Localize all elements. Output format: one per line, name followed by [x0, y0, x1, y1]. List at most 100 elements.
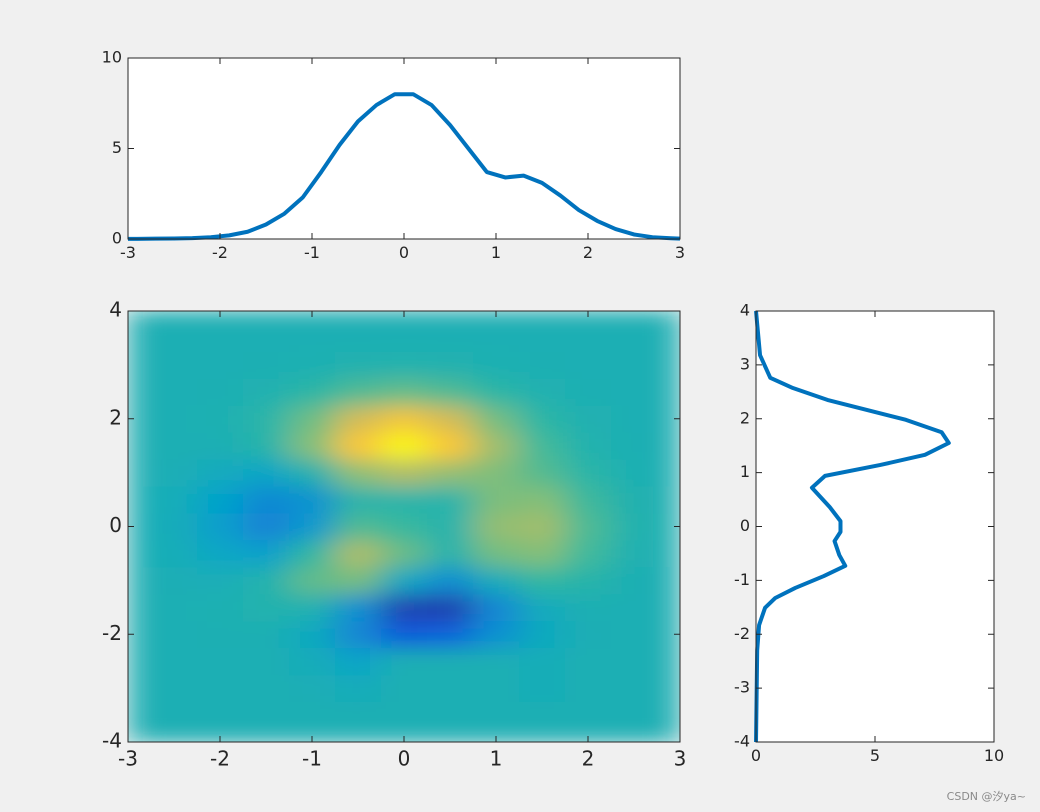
y-tick-label: 4 [740, 301, 750, 320]
heatmap-cell [289, 405, 336, 433]
heatmap-cell [335, 566, 382, 595]
heatmap-cell [335, 701, 382, 730]
heatmap-cell [243, 593, 290, 622]
heatmap-cell [151, 728, 198, 742]
x-tick-label: -2 [210, 747, 230, 771]
heatmap-cell [427, 324, 474, 352]
axes-background [128, 58, 680, 239]
heatmap-cell [381, 459, 428, 487]
heatmap-cell [519, 728, 566, 742]
heatmap-cell [519, 620, 566, 649]
x-tick-label: 1 [491, 243, 501, 262]
axes: -3 -2 -1 0 1 2 3 -4 -2 0 2 4 [102, 298, 686, 771]
heatmap-cell [427, 432, 474, 460]
heatmap-cell [151, 311, 198, 325]
heatmap-cell [289, 324, 336, 352]
x-tick-label: 2 [583, 243, 593, 262]
heatmap-cell [565, 513, 612, 541]
heatmap-cell [473, 459, 520, 487]
heatmap-cell [128, 566, 152, 595]
heatmap-cell [128, 513, 152, 541]
heatmap-cell [381, 674, 428, 703]
heatmap-cell [151, 486, 198, 514]
x-tick-label: 3 [675, 243, 685, 262]
heatmap-cell [128, 311, 152, 325]
heatmap-cell [657, 351, 680, 379]
heatmap-cell [335, 351, 382, 379]
heatmap-cell [427, 566, 474, 595]
heatmap-cell [427, 701, 474, 730]
heatmap-cell [381, 728, 428, 742]
heatmap-cell [473, 593, 520, 622]
line [754, 310, 951, 743]
heatmap-cell [151, 513, 198, 541]
heatmap-cell [473, 647, 520, 676]
heatmap-cell [197, 432, 244, 460]
heatmap-cell [611, 324, 658, 352]
heatmap-cell [565, 728, 612, 742]
heatmap-cell [427, 378, 474, 406]
heatmap-cell [427, 486, 474, 514]
heatmap-cell [335, 539, 382, 568]
heatmap-cell [151, 647, 198, 676]
heatmap-cell [473, 432, 520, 460]
axes: -3 -2 -1 0 1 2 3 0 5 10 [102, 48, 685, 262]
heatmap-cell [289, 513, 336, 541]
heatmap-cell [128, 378, 152, 406]
heatmap-cell [657, 701, 680, 730]
x-tick-label: -1 [304, 243, 320, 262]
heatmap-cell [473, 351, 520, 379]
x-tick-label: -2 [212, 243, 228, 262]
heatmap-cell [473, 486, 520, 514]
heatmap-cell [197, 647, 244, 676]
heatmap-cell [657, 486, 680, 514]
heatmap-cell [473, 674, 520, 703]
heatmap-cell [381, 647, 428, 676]
heatmap-cell [289, 647, 336, 676]
x-tick-label: 2 [582, 747, 595, 771]
heatmap-cell [128, 593, 152, 622]
heatmap-cell [243, 311, 290, 325]
heatmap-cell [289, 566, 336, 595]
heatmap-cell [128, 486, 152, 514]
heatmap-cell [243, 539, 290, 568]
heatmap-cell [151, 405, 198, 433]
heatmap-cell [381, 378, 428, 406]
heatmap-clip [128, 311, 680, 742]
heatmap-cell [519, 432, 566, 460]
heatmap-cell [128, 620, 152, 649]
y-tick-label: -2 [102, 621, 122, 645]
heatmap-cell [335, 486, 382, 514]
heatmap-cell [611, 405, 658, 433]
heatmap-cell [151, 432, 198, 460]
heatmap-cell [197, 513, 244, 541]
y-tick-label: -3 [734, 678, 750, 697]
heatmap-cell [335, 674, 382, 703]
heatmap-cell [565, 566, 612, 595]
heatmap-cell [197, 674, 244, 703]
heatmap-cell [519, 593, 566, 622]
heatmap-cell [243, 647, 290, 676]
y-tick-label: 0 [112, 229, 122, 248]
heatmap-cell [611, 432, 658, 460]
heatmap-cell [128, 647, 152, 676]
heatmap-cell [427, 351, 474, 379]
heatmap-cell [657, 647, 680, 676]
y-tick-label: -4 [734, 732, 750, 751]
heatmap-cell [427, 728, 474, 742]
x-tick-label: 1 [490, 747, 503, 771]
heatmap-cell [611, 593, 658, 622]
x-tick-label: -3 [120, 243, 136, 262]
heatmap-cell [151, 620, 198, 649]
heatmap-cell [335, 459, 382, 487]
heatmap-cell [151, 593, 198, 622]
heatmap-cell [197, 324, 244, 352]
heatmap-cell [151, 351, 198, 379]
heatmap-cell [611, 378, 658, 406]
line [128, 92, 681, 241]
heatmap-cell [243, 674, 290, 703]
heatmap-cell [197, 728, 244, 742]
heatmap-cell [657, 378, 680, 406]
heatmap-cell [427, 620, 474, 649]
heatmap-cell [128, 728, 152, 742]
